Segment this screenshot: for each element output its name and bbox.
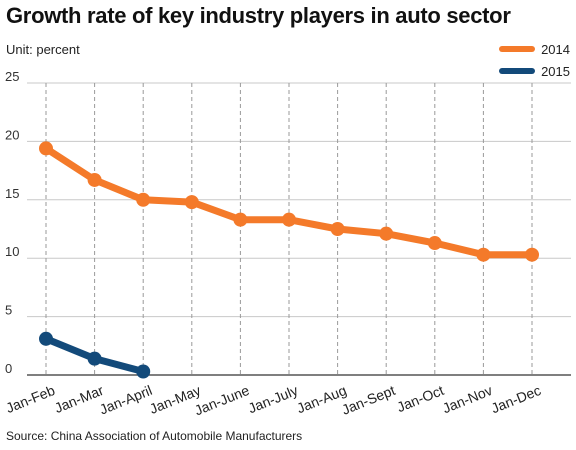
series <box>39 141 539 379</box>
data-point-2015 <box>87 351 102 366</box>
x-tick-label: Jan-July <box>246 382 300 416</box>
y-tick-label: 0 <box>5 361 12 376</box>
x-tick-label: Jan-Mar <box>52 382 106 416</box>
y-tick-label: 25 <box>5 69 19 84</box>
x-tick-label: Jan-Sept <box>339 382 397 418</box>
legend-swatch-2014 <box>499 46 536 52</box>
legend-swatch-2015 <box>499 68 536 74</box>
grid <box>27 82 571 375</box>
legend: 2014 2015 <box>499 38 570 82</box>
data-point-2015 <box>39 331 53 346</box>
data-point-2014 <box>282 212 296 227</box>
y-tick-label: 5 <box>5 303 12 318</box>
x-tick-label: Jan-Aug <box>294 382 348 416</box>
data-point-2014 <box>184 195 199 210</box>
source-note: Source: China Association of Automobile … <box>6 429 303 443</box>
legend-label-2014: 2014 <box>541 41 570 57</box>
data-point-2014 <box>136 192 151 207</box>
x-tick-label: Jan-Nov <box>440 382 494 416</box>
x-tick-label: Jan-Oct <box>394 382 446 415</box>
x-tick-label: Jan-June <box>192 382 252 418</box>
y-tick-label: 20 <box>5 127 19 142</box>
data-point-2014 <box>476 247 491 262</box>
y-tick-label: 10 <box>5 244 19 259</box>
data-point-2014 <box>330 222 345 236</box>
x-tick-label: Jan-April <box>97 382 154 418</box>
tick-labels: 0510152025Jan-FebJan-MarJan-AprilJan-May… <box>4 69 544 418</box>
legend-item-2015: 2015 <box>499 60 570 82</box>
legend-item-2014: 2014 <box>499 38 570 60</box>
x-tick-label: Jan-Dec <box>489 382 543 416</box>
x-tick-label: Jan-Feb <box>4 382 58 416</box>
data-point-2014 <box>233 212 248 227</box>
data-point-2014 <box>87 172 102 187</box>
data-point-2014 <box>379 226 394 241</box>
data-point-2014 <box>525 247 539 262</box>
data-point-2015 <box>136 364 151 379</box>
legend-label-2015: 2015 <box>541 63 570 79</box>
data-point-2014 <box>427 236 442 251</box>
data-point-2014 <box>39 141 53 156</box>
chart-title: Growth rate of key industry players in a… <box>6 3 511 28</box>
y-tick-label: 15 <box>5 186 19 201</box>
unit-label: Unit: percent <box>6 42 80 57</box>
